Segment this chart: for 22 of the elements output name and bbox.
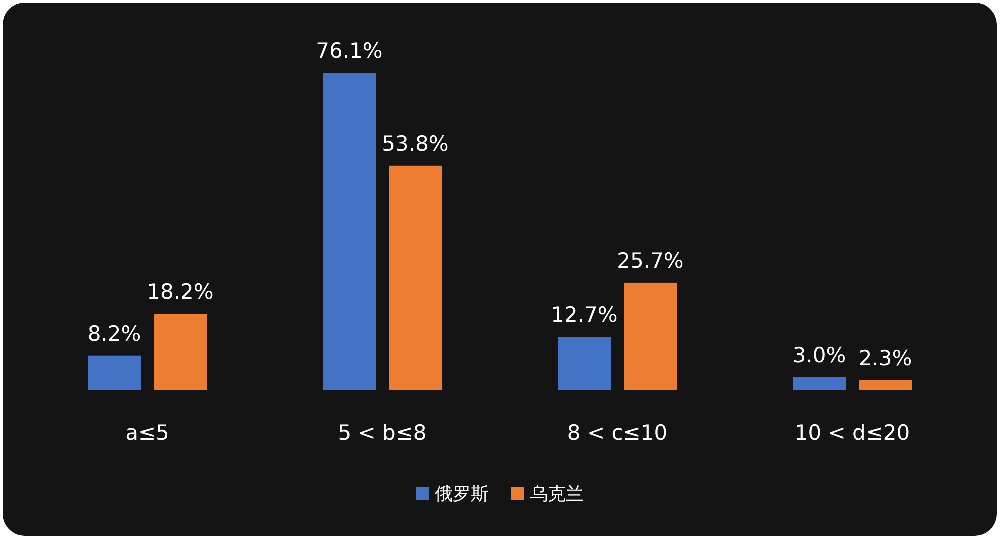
bar (558, 337, 611, 390)
x-tick-label: 5 < b≤8 (338, 421, 427, 445)
bar (88, 356, 141, 390)
data-label: 25.7% (617, 248, 684, 273)
bar (389, 166, 442, 390)
legend-label: 俄罗斯 (435, 484, 489, 505)
data-label: 2.3% (858, 346, 912, 370)
data-label: 12.7% (551, 303, 618, 328)
data-label: 76.1% (316, 39, 383, 63)
x-tick-label: 10 < d≤20 (794, 421, 910, 445)
data-label: 53.8% (382, 132, 449, 156)
bar (793, 378, 846, 390)
bar (624, 282, 677, 390)
data-label: 8.2% (88, 322, 142, 346)
x-tick-label: 8 < c≤10 (567, 421, 668, 445)
x-tick-label: a≤5 (126, 421, 170, 445)
data-label: 18.2% (147, 280, 214, 304)
bar (323, 73, 376, 390)
data-label: 3.0% (792, 344, 846, 368)
bar (154, 314, 207, 390)
legend-label: 乌克兰 (530, 484, 584, 505)
bar (859, 380, 912, 390)
